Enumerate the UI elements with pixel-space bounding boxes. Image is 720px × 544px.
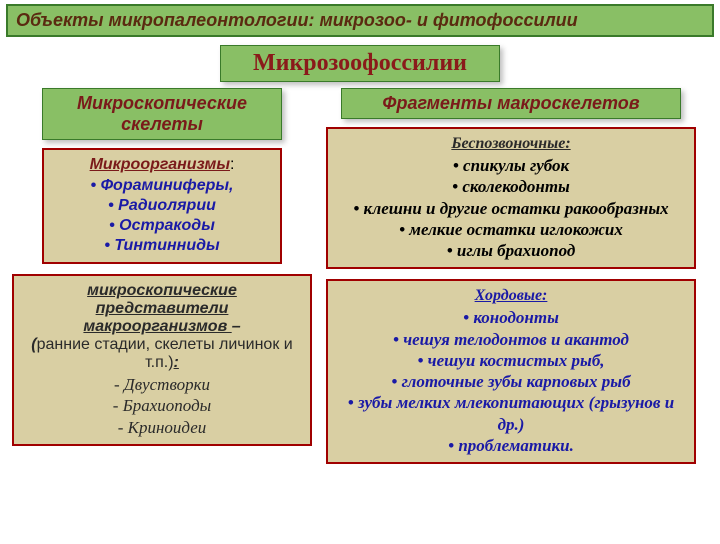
left-subhead: Микроскопические скелеты	[42, 88, 282, 140]
list-item: глоточные зубы карповых рыб	[336, 371, 686, 392]
top-banner: Объекты микропалеонтологии: микрозоо- и …	[6, 4, 714, 37]
chordates-heading: Хордовые:	[336, 287, 686, 305]
list-item: сколекодонты	[336, 176, 686, 197]
microorganisms-heading-line: Микроорганизмы:	[52, 156, 272, 174]
list-item: иглы брахиопод	[336, 240, 686, 261]
list-item: спикулы губок	[336, 155, 686, 176]
macro-line1: микроскопические представители	[22, 282, 302, 318]
macro-line3-colon: :	[174, 354, 179, 371]
invertebrates-box: Беспозвоночные: спикулы губок сколекодон…	[326, 127, 696, 269]
list-item: Остракоды	[52, 216, 272, 236]
list-item: Фораминиферы,	[52, 176, 272, 196]
main-title-text: Микрозоофоссилии	[253, 50, 467, 76]
list-item: Тинтинниды	[52, 236, 272, 256]
macro-line3-text: ранние стадии, скелеты личинок и т.п.)	[37, 336, 293, 371]
list-item: проблематики.	[336, 435, 686, 456]
macro-items: Двустворки Брахиоподы Криноидеи	[22, 374, 302, 438]
microorganisms-list: Фораминиферы, Радиолярии Остракоды Тинти…	[52, 176, 272, 256]
list-item: чешуя телодонтов и акантод	[336, 329, 686, 350]
list-item: Криноидеи	[22, 417, 302, 438]
macro-line2: макроорганизмов –	[22, 318, 302, 336]
list-item: клешни и другие остатки ракообразных	[336, 198, 686, 219]
left-column: Микроскопические скелеты Микроорганизмы:…	[12, 88, 312, 456]
macro-reps-box: микроскопические представители макроорга…	[12, 274, 312, 446]
chordates-list: конодонты чешуя телодонтов и акантод чеш…	[336, 307, 686, 456]
macro-line2-suffix: –	[232, 318, 241, 335]
microorganisms-box: Микроорганизмы: Фораминиферы, Радиолярии…	[42, 148, 282, 264]
chordates-box: Хордовые: конодонты чешуя телодонтов и а…	[326, 279, 696, 464]
invertebrates-list: спикулы губок сколекодонты клешни и друг…	[336, 155, 686, 261]
left-subhead-text: Микроскопические скелеты	[77, 93, 247, 134]
microorganisms-heading: Микроорганизмы	[90, 156, 230, 173]
right-subhead-text: Фрагменты макроскелетов	[382, 93, 639, 113]
right-column: Фрагменты макроскелетов Беспозвоночные: …	[326, 88, 696, 474]
list-item: мелкие остатки иглокожих	[336, 219, 686, 240]
list-item: Радиолярии	[52, 196, 272, 216]
right-subhead: Фрагменты макроскелетов	[341, 88, 681, 119]
list-item: зубы мелких млекопитающих (грызунов и др…	[336, 392, 686, 435]
microorganisms-colon: :	[230, 156, 234, 173]
list-item: чешуи костистых рыб,	[336, 350, 686, 371]
macro-line2-underlined: макроорганизмов	[83, 318, 231, 335]
macro-line3: (ранние стадии, скелеты личинок и т.п.):	[22, 336, 302, 372]
list-item: Двустворки	[22, 374, 302, 395]
main-title: Микрозоофоссилии	[220, 45, 500, 82]
list-item: конодонты	[336, 307, 686, 328]
list-item: Брахиоподы	[22, 395, 302, 416]
invertebrates-heading: Беспозвоночные:	[336, 135, 686, 153]
columns: Микроскопические скелеты Микроорганизмы:…	[0, 88, 720, 474]
top-banner-text: Объекты микропалеонтологии: микрозоо- и …	[16, 10, 578, 30]
